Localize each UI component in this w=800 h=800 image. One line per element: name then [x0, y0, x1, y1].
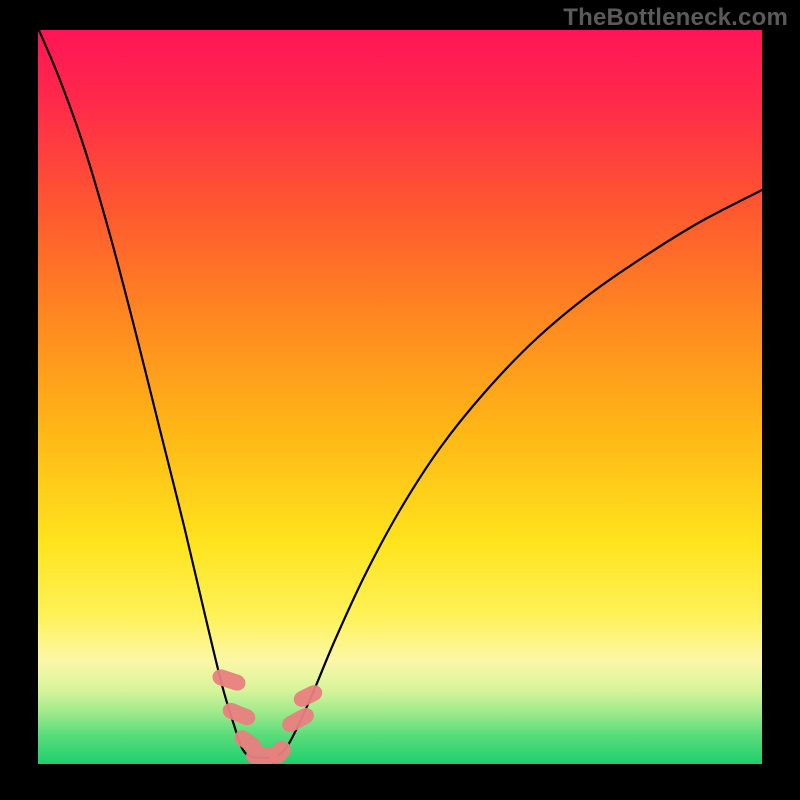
watermark-text: TheBottleneck.com [563, 4, 788, 32]
chart-svg [0, 0, 800, 800]
chart-stage: TheBottleneck.com [0, 0, 800, 800]
gradient-plot-area [38, 30, 762, 764]
